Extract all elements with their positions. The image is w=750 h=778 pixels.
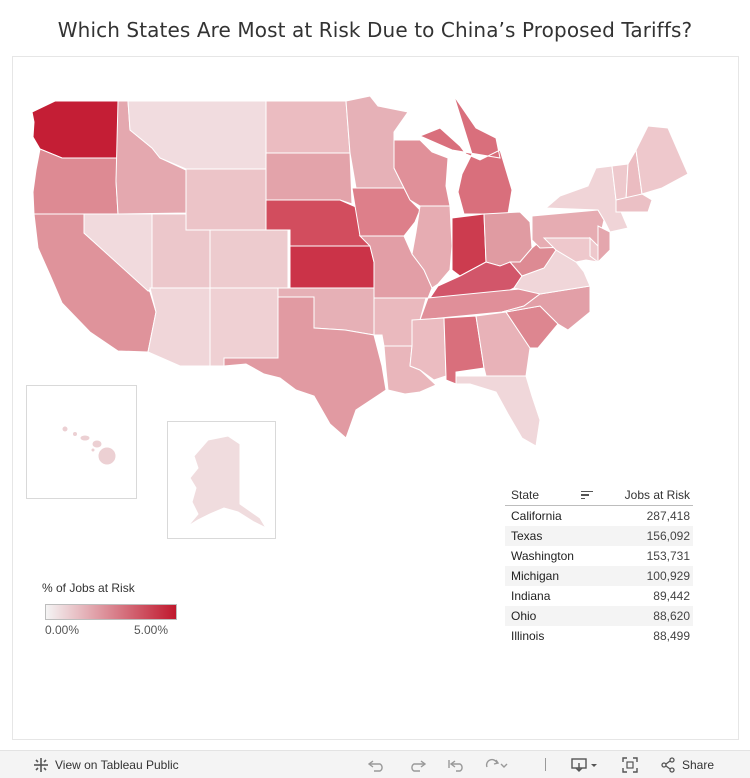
- view-on-tableau-label: View on Tableau Public: [55, 757, 179, 772]
- us-choropleth-map: [31, 95, 689, 447]
- state-NC[interactable]: [501, 285, 591, 331]
- toolbar-separator: [545, 758, 546, 771]
- sort-icon[interactable]: [581, 490, 593, 500]
- state-DE[interactable]: [589, 236, 599, 263]
- state-cell: Illinois: [511, 629, 545, 643]
- state-cell: Texas: [511, 529, 543, 543]
- table-row[interactable]: Indiana 89,442: [505, 586, 693, 606]
- redo-icon[interactable]: [408, 751, 426, 778]
- table-row[interactable]: Ohio 88,620: [505, 606, 693, 626]
- column-header-jobs[interactable]: Jobs at Risk: [624, 487, 690, 502]
- table-body: California 287,418 Texas 156,092 Washington 1…: [505, 506, 693, 646]
- tableau-toolbar: View on Tableau Public Share: [0, 750, 750, 778]
- table-header: State Jobs at Risk: [505, 484, 693, 506]
- state-CO[interactable]: [209, 229, 289, 289]
- jobs-at-risk-cell: 287,418: [646, 509, 690, 523]
- state-AZ[interactable]: [147, 287, 211, 367]
- table-row[interactable]: Illinois 88,499: [505, 626, 693, 646]
- state-cell: Indiana: [511, 589, 551, 603]
- jobs-at-risk-cell: 88,499: [653, 629, 690, 643]
- alaska-inset: [167, 421, 276, 539]
- page-title: Which States Are Most at Risk Due to Chi…: [57, 18, 693, 42]
- state-HI: [61, 425, 117, 466]
- undo-icon[interactable]: [368, 751, 386, 778]
- state-cell: Ohio: [511, 609, 537, 623]
- tableau-logo-icon: [34, 757, 48, 772]
- jobs-at-risk-table: State Jobs at Risk California 287,418 Texa…: [505, 484, 693, 646]
- state-SD[interactable]: [265, 152, 353, 205]
- state-ND[interactable]: [265, 100, 351, 154]
- jobs-at-risk-cell: 156,092: [646, 529, 690, 543]
- state-WY[interactable]: [185, 168, 267, 231]
- state-MI[interactable]: [418, 95, 513, 215]
- fullscreen-icon[interactable]: [622, 751, 638, 778]
- state-cell: California: [511, 509, 562, 523]
- state-MA[interactable]: [615, 193, 653, 213]
- jobs-at-risk-cell: 100,929: [646, 569, 690, 583]
- table-row[interactable]: Michigan 100,929: [505, 566, 693, 586]
- table-row[interactable]: Washington 153,731: [505, 546, 693, 566]
- hawaii-inset: [26, 385, 137, 499]
- download-icon[interactable]: [571, 751, 599, 778]
- state-OR[interactable]: [32, 148, 119, 215]
- state-FL[interactable]: [455, 375, 541, 447]
- jobs-at-risk-cell: 88,620: [653, 609, 690, 623]
- table-row[interactable]: Texas 156,092: [505, 526, 693, 546]
- column-header-state[interactable]: State: [511, 487, 540, 502]
- state-IL[interactable]: [411, 205, 453, 289]
- state-KS[interactable]: [289, 245, 375, 289]
- view-on-tableau-link[interactable]: View on Tableau Public: [33, 751, 179, 778]
- alaska-map[interactable]: [168, 422, 275, 538]
- revert-icon[interactable]: [448, 751, 466, 778]
- share-button[interactable]: Share: [660, 751, 714, 778]
- state-NM[interactable]: [209, 287, 279, 367]
- legend-max-label: 5.00%: [134, 623, 169, 637]
- state-MO[interactable]: [358, 235, 433, 299]
- state-WA[interactable]: [31, 100, 119, 159]
- state-ME[interactable]: [635, 125, 689, 195]
- refresh-icon[interactable]: [484, 751, 508, 778]
- hawaii-map[interactable]: [27, 386, 136, 498]
- share-label: Share: [682, 757, 715, 772]
- state-cell: Washington: [511, 549, 574, 563]
- legend-min-label: 0.00%: [45, 623, 80, 637]
- state-TX[interactable]: [223, 296, 387, 439]
- table-row[interactable]: California 287,418: [505, 506, 693, 526]
- state-AK: [187, 435, 268, 530]
- share-icon: [661, 756, 675, 773]
- jobs-at-risk-cell: 153,731: [646, 549, 690, 563]
- state-cell: Michigan: [511, 569, 560, 583]
- legend-title: % of Jobs at Risk: [42, 581, 135, 595]
- jobs-at-risk-cell: 89,442: [653, 589, 690, 603]
- legend-color-scale: [45, 604, 177, 620]
